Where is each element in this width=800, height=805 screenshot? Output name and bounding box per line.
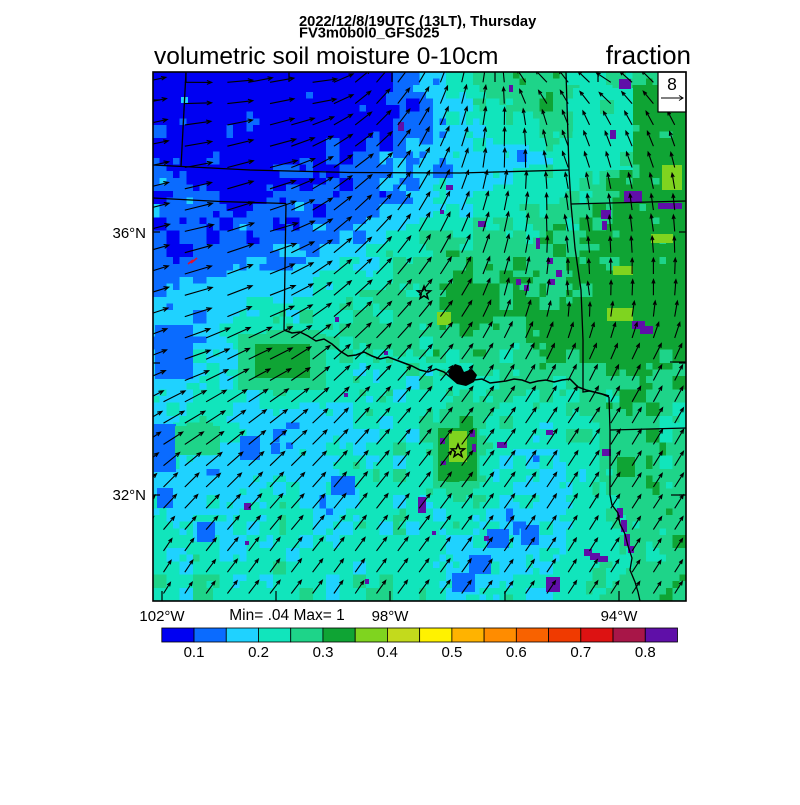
svg-text:36°N: 36°N	[112, 225, 146, 242]
svg-text:0.5: 0.5	[441, 644, 462, 661]
svg-text:0.2: 0.2	[248, 644, 269, 661]
svg-text:94°W: 94°W	[601, 608, 639, 625]
svg-text:0.1: 0.1	[184, 644, 205, 661]
svg-text:32°N: 32°N	[112, 487, 146, 504]
svg-text:0.3: 0.3	[313, 644, 334, 661]
svg-text:0.7: 0.7	[570, 644, 591, 661]
svg-text:FV3m0b0l0_GFS025: FV3m0b0l0_GFS025	[299, 26, 439, 42]
svg-text:volumetric soil moisture 0-10c: volumetric soil moisture 0-10cm	[154, 43, 498, 70]
svg-text:0.4: 0.4	[377, 644, 398, 661]
svg-text:2022/12/8/19UTC (13LT), Thursd: 2022/12/8/19UTC (13LT), Thursday	[299, 14, 537, 30]
svg-text:102°W: 102°W	[139, 608, 185, 625]
svg-text:0.8: 0.8	[635, 644, 656, 661]
svg-text:98°W: 98°W	[372, 608, 410, 625]
svg-text:8: 8	[667, 74, 677, 94]
svg-text:0.6: 0.6	[506, 644, 527, 661]
svg-text:fraction: fraction	[606, 40, 691, 70]
svg-text:Min= .04 Max= 1: Min= .04 Max= 1	[229, 607, 344, 624]
